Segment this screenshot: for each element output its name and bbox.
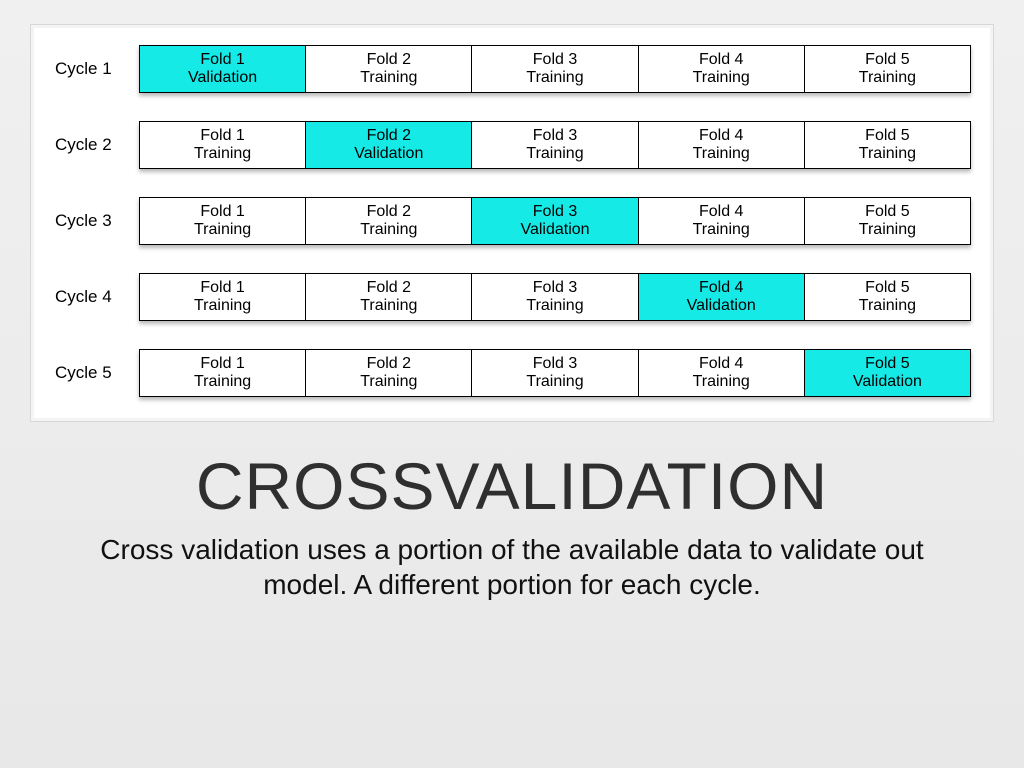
fold-role: Training	[526, 373, 583, 391]
fold-role: Training	[693, 145, 750, 163]
fold-role: Training	[693, 221, 750, 239]
fold-name: Fold 4	[699, 355, 743, 373]
fold-name: Fold 3	[533, 279, 577, 297]
fold-cell-training: Fold 4Training	[638, 197, 804, 245]
fold-role: Validation	[188, 69, 257, 87]
fold-name: Fold 2	[367, 127, 411, 145]
folds-strip: Fold 1TrainingFold 2TrainingFold 3Traini…	[139, 273, 971, 321]
fold-cell-validation: Fold 5Validation	[804, 349, 971, 397]
folds-strip: Fold 1ValidationFold 2TrainingFold 3Trai…	[139, 45, 971, 93]
cycle-label: Cycle 5	[53, 349, 139, 397]
folds-strip: Fold 1TrainingFold 2ValidationFold 3Trai…	[139, 121, 971, 169]
cycle-row: Cycle 5Fold 1TrainingFold 2TrainingFold …	[53, 349, 971, 397]
fold-role: Training	[194, 221, 251, 239]
fold-name: Fold 3	[533, 203, 577, 221]
fold-cell-training: Fold 5Training	[804, 273, 971, 321]
crossvalidation-diagram: Cycle 1Fold 1ValidationFold 2TrainingFol…	[30, 24, 994, 422]
fold-role: Training	[360, 373, 417, 391]
fold-cell-training: Fold 2Training	[305, 349, 471, 397]
fold-role: Training	[194, 373, 251, 391]
fold-cell-validation: Fold 2Validation	[305, 121, 471, 169]
fold-role: Validation	[520, 221, 589, 239]
fold-cell-training: Fold 4Training	[638, 121, 804, 169]
fold-cell-training: Fold 3Training	[471, 349, 637, 397]
cycle-label: Cycle 2	[53, 121, 139, 169]
fold-cell-training: Fold 1Training	[139, 273, 305, 321]
fold-name: Fold 1	[200, 279, 244, 297]
fold-role: Training	[693, 373, 750, 391]
fold-cell-training: Fold 1Training	[139, 197, 305, 245]
fold-name: Fold 5	[865, 279, 909, 297]
fold-cell-training: Fold 4Training	[638, 349, 804, 397]
cycle-label: Cycle 3	[53, 197, 139, 245]
fold-role: Validation	[354, 145, 423, 163]
fold-name: Fold 1	[200, 51, 244, 69]
fold-name: Fold 4	[699, 279, 743, 297]
fold-cell-training: Fold 5Training	[804, 197, 971, 245]
fold-name: Fold 2	[367, 355, 411, 373]
fold-name: Fold 1	[200, 203, 244, 221]
fold-cell-training: Fold 3Training	[471, 273, 637, 321]
fold-role: Training	[859, 69, 916, 87]
fold-role: Training	[360, 221, 417, 239]
page-subtitle: Cross validation uses a portion of the a…	[60, 532, 964, 602]
fold-role: Training	[360, 297, 417, 315]
fold-cell-validation: Fold 1Validation	[139, 45, 305, 93]
folds-strip: Fold 1TrainingFold 2TrainingFold 3Traini…	[139, 349, 971, 397]
subtitle-block: Cross validation uses a portion of the a…	[30, 532, 994, 602]
fold-name: Fold 5	[865, 203, 909, 221]
fold-role: Validation	[853, 373, 922, 391]
fold-role: Training	[360, 69, 417, 87]
fold-name: Fold 2	[367, 279, 411, 297]
fold-role: Training	[526, 69, 583, 87]
fold-name: Fold 4	[699, 51, 743, 69]
fold-name: Fold 3	[533, 127, 577, 145]
fold-cell-training: Fold 4Training	[638, 45, 804, 93]
fold-cell-training: Fold 5Training	[804, 45, 971, 93]
fold-name: Fold 3	[533, 51, 577, 69]
fold-role: Validation	[687, 297, 756, 315]
fold-cell-validation: Fold 3Validation	[471, 197, 637, 245]
fold-name: Fold 5	[865, 51, 909, 69]
fold-name: Fold 1	[200, 127, 244, 145]
cycle-label: Cycle 4	[53, 273, 139, 321]
fold-role: Training	[859, 297, 916, 315]
fold-role: Training	[194, 145, 251, 163]
fold-role: Training	[693, 69, 750, 87]
fold-name: Fold 5	[865, 127, 909, 145]
fold-name: Fold 5	[865, 355, 909, 373]
fold-role: Training	[859, 145, 916, 163]
slide: Cycle 1Fold 1ValidationFold 2TrainingFol…	[0, 0, 1024, 768]
cycle-row: Cycle 4Fold 1TrainingFold 2TrainingFold …	[53, 273, 971, 321]
fold-name: Fold 4	[699, 203, 743, 221]
fold-cell-training: Fold 3Training	[471, 121, 637, 169]
fold-role: Training	[859, 221, 916, 239]
cycle-row: Cycle 2Fold 1TrainingFold 2ValidationFol…	[53, 121, 971, 169]
fold-name: Fold 4	[699, 127, 743, 145]
fold-cell-training: Fold 2Training	[305, 45, 471, 93]
fold-cell-training: Fold 2Training	[305, 197, 471, 245]
fold-role: Training	[526, 145, 583, 163]
cycle-row: Cycle 1Fold 1ValidationFold 2TrainingFol…	[53, 45, 971, 93]
folds-strip: Fold 1TrainingFold 2TrainingFold 3Valida…	[139, 197, 971, 245]
fold-role: Training	[194, 297, 251, 315]
fold-cell-training: Fold 1Training	[139, 349, 305, 397]
page-title: CROSSVALIDATION	[30, 448, 994, 524]
fold-role: Training	[526, 297, 583, 315]
fold-cell-validation: Fold 4Validation	[638, 273, 804, 321]
fold-cell-training: Fold 2Training	[305, 273, 471, 321]
fold-name: Fold 2	[367, 51, 411, 69]
fold-name: Fold 3	[533, 355, 577, 373]
fold-cell-training: Fold 5Training	[804, 121, 971, 169]
fold-cell-training: Fold 3Training	[471, 45, 637, 93]
title-block: CROSSVALIDATION	[30, 448, 994, 524]
fold-cell-training: Fold 1Training	[139, 121, 305, 169]
fold-name: Fold 1	[200, 355, 244, 373]
cycle-label: Cycle 1	[53, 45, 139, 93]
cycle-row: Cycle 3Fold 1TrainingFold 2TrainingFold …	[53, 197, 971, 245]
fold-name: Fold 2	[367, 203, 411, 221]
